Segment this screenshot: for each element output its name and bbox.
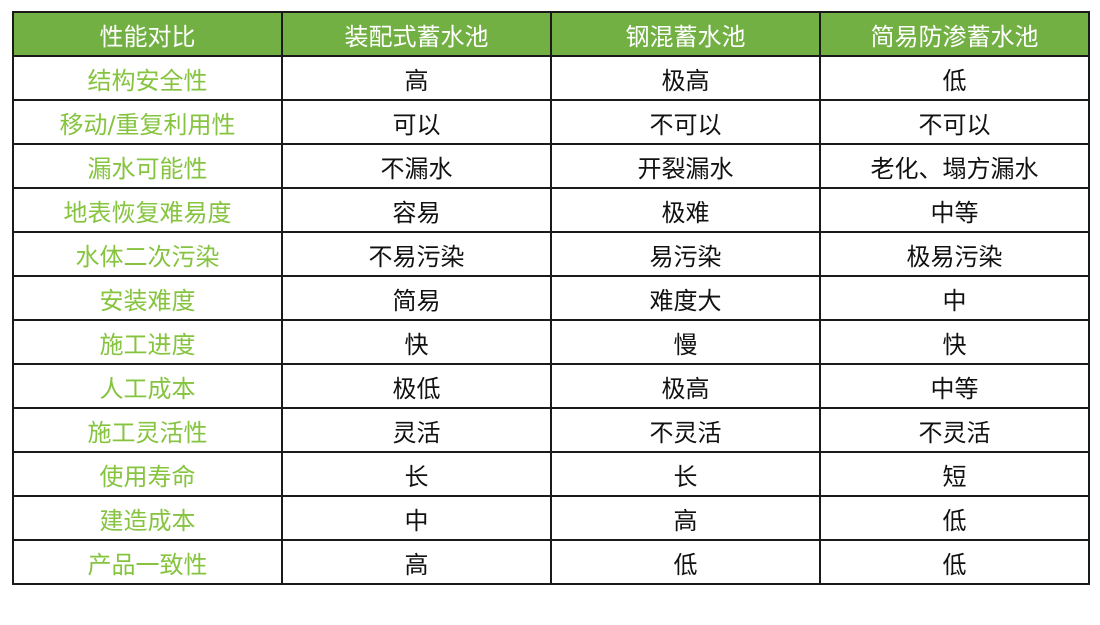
row-label: 产品一致性 [12, 539, 283, 585]
table-body: 结构安全性高极高低移动/重复利用性 可以 不可以 不可以 漏水可能性 不漏水 开裂漏水 老化、… [12, 55, 1090, 585]
header-row: 性能对比 装配式蓄水池 钢混蓄水池 简易防渗蓄水池 [12, 11, 1090, 57]
table-cell: 老化、塌方漏水 [819, 143, 1090, 189]
table-cell: 高 [281, 55, 552, 101]
table-cell: 极难 [550, 187, 821, 233]
table-cell: 灵活 [281, 407, 552, 453]
header-cell: 钢混蓄水池 [550, 11, 821, 57]
table-row: 地表恢复难易度 容易 极难 中等 [12, 187, 1090, 233]
table-cell: 中等 [819, 363, 1090, 409]
table-cell: 简易 [281, 275, 552, 321]
table-cell: 易污染 [550, 231, 821, 277]
table-cell: 短 [819, 451, 1090, 497]
header-cell: 简易防渗蓄水池 [819, 11, 1090, 57]
table-cell: 难度大 [550, 275, 821, 321]
table-cell: 低 [550, 539, 821, 585]
table-row: 施工进度快慢快 [12, 319, 1090, 365]
row-label: 建造成本 [12, 495, 283, 541]
table-cell: 高 [550, 495, 821, 541]
row-label: 漏水可能性 [12, 143, 283, 189]
table-cell: 低 [819, 539, 1090, 585]
table-row: 人工成本 极低 极高 中等 [12, 363, 1090, 409]
row-label: 施工灵活性 [12, 407, 283, 453]
table-cell: 中等 [819, 187, 1090, 233]
header-cell: 性能对比 [12, 11, 283, 57]
table-cell: 极高 [550, 363, 821, 409]
table-cell: 高 [281, 539, 552, 585]
table-cell: 极低 [281, 363, 552, 409]
table-cell: 不易污染 [281, 231, 552, 277]
row-label: 使用寿命 [12, 451, 283, 497]
table-row: 水体二次污染 不易污染 易污染 极易污染 [12, 231, 1090, 277]
table-cell: 低 [819, 55, 1090, 101]
table-cell: 不可以 [819, 99, 1090, 145]
table-cell: 极易污染 [819, 231, 1090, 277]
row-label: 地表恢复难易度 [12, 187, 283, 233]
row-label: 移动/重复利用性 [12, 99, 283, 145]
table-cell: 容易 [281, 187, 552, 233]
table-cell: 低 [819, 495, 1090, 541]
header-cell: 装配式蓄水池 [281, 11, 552, 57]
row-label: 施工进度 [12, 319, 283, 365]
table-cell: 快 [819, 319, 1090, 365]
table-cell: 极高 [550, 55, 821, 101]
table-cell: 快 [281, 319, 552, 365]
table-row: 漏水可能性 不漏水 开裂漏水 老化、塌方漏水 [12, 143, 1090, 189]
table-row: 建造成本中高低 [12, 495, 1090, 541]
row-label: 水体二次污染 [12, 231, 283, 277]
row-label: 安装难度 [12, 275, 283, 321]
table-row: 产品一致性高低低 [12, 539, 1090, 585]
table-cell: 长 [281, 451, 552, 497]
table-row: 使用寿命长长短 [12, 451, 1090, 497]
table-row: 安装难度 简易 难度大中 [12, 275, 1090, 321]
table-row: 移动/重复利用性 可以 不可以 不可以 [12, 99, 1090, 145]
table-cell: 中 [819, 275, 1090, 321]
table-cell: 长 [550, 451, 821, 497]
comparison-table: 性能对比 装配式蓄水池 钢混蓄水池 简易防渗蓄水池 结构安全性高极高低移动/重复… [12, 11, 1090, 585]
table-cell: 不可以 [550, 99, 821, 145]
table-cell: 可以 [281, 99, 552, 145]
row-label: 结构安全性 [12, 55, 283, 101]
table-cell: 不灵活 [819, 407, 1090, 453]
table-cell: 慢 [550, 319, 821, 365]
table-row: 施工灵活性 灵活 不灵活 不灵活 [12, 407, 1090, 453]
table-cell: 不漏水 [281, 143, 552, 189]
table-cell: 不灵活 [550, 407, 821, 453]
table-cell: 开裂漏水 [550, 143, 821, 189]
row-label: 人工成本 [12, 363, 283, 409]
table-row: 结构安全性高极高低 [12, 55, 1090, 101]
table-cell: 中 [281, 495, 552, 541]
